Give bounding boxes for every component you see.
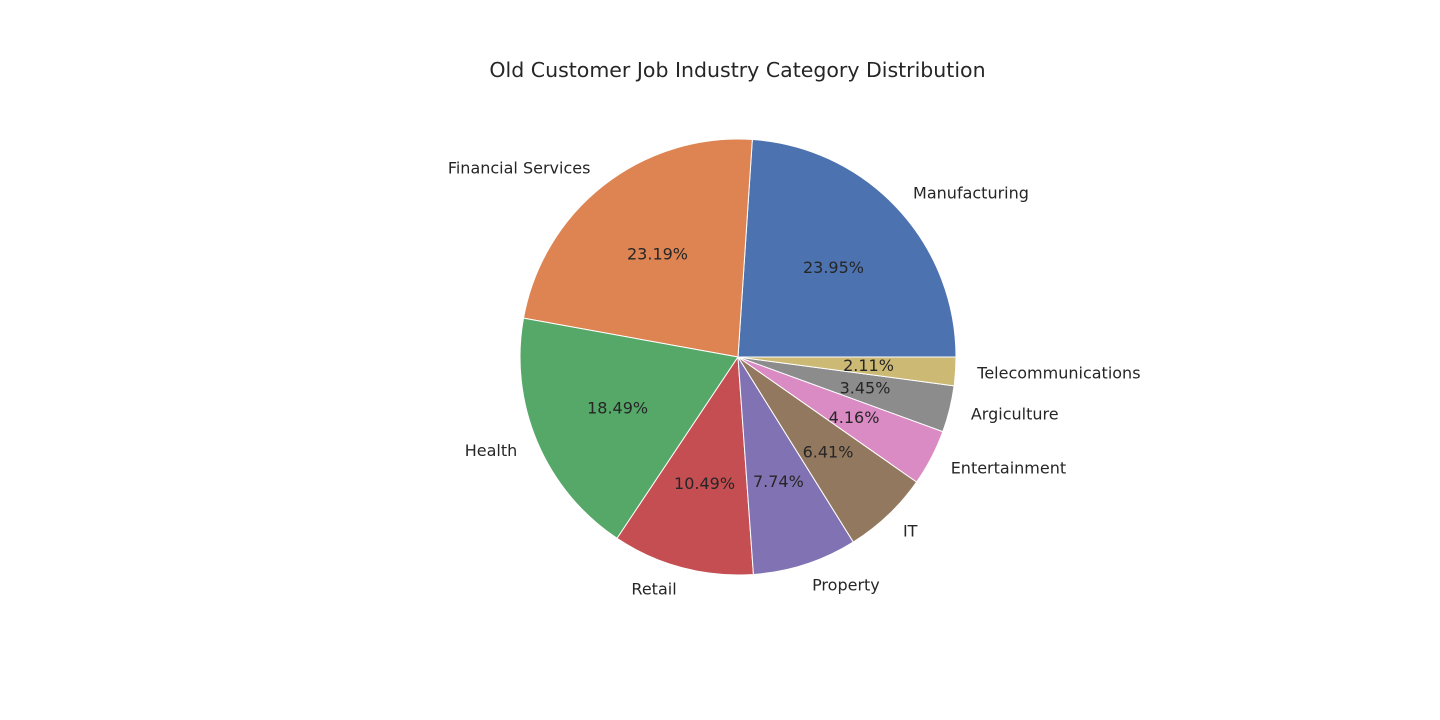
pie-category-label: Financial Services xyxy=(448,158,591,177)
pie-slice-property xyxy=(737,356,854,575)
pie-category-label: Entertainment xyxy=(951,458,1066,477)
pie-category-label: Argiculture xyxy=(971,405,1059,424)
pie-slice-health xyxy=(519,317,739,539)
chart-title: Old Customer Job Industry Category Distr… xyxy=(489,58,986,82)
pie-percent-label: 7.74% xyxy=(753,472,804,491)
pie-category-label: Health xyxy=(465,441,518,460)
pie-category-label: Retail xyxy=(631,579,676,598)
pie-slices xyxy=(519,138,957,576)
pie-slice-financial-services xyxy=(522,138,753,358)
pie-slice-telecommunications xyxy=(737,356,957,387)
pie-category-label: IT xyxy=(903,522,918,541)
pie-percent-label: 23.19% xyxy=(627,244,688,263)
pie-percent-label: 18.49% xyxy=(587,399,648,418)
pie-percent-label: 6.41% xyxy=(803,442,854,461)
pie-category-label: Telecommunications xyxy=(976,363,1140,382)
pie-percent-label: 23.95% xyxy=(803,258,864,277)
pie-percent-label: 2.11% xyxy=(843,356,894,375)
pie-percent-label: 10.49% xyxy=(674,474,735,493)
pie-percent-labels: 23.95% 23.19% 18.49% 10.49% 7.74% 6.41% 4.16% 3… xyxy=(587,244,894,493)
pie-category-label: Property xyxy=(812,576,880,595)
pie-slice-manufacturing xyxy=(737,138,957,358)
pie-slice-retail xyxy=(616,356,754,576)
pie-category-label: Manufacturing xyxy=(913,184,1029,203)
pie-percent-label: 3.45% xyxy=(840,379,891,398)
pie-percent-label: 4.16% xyxy=(829,408,880,427)
pie-category-labels: Manufacturing Financial Services Health Ret… xyxy=(448,158,1141,598)
